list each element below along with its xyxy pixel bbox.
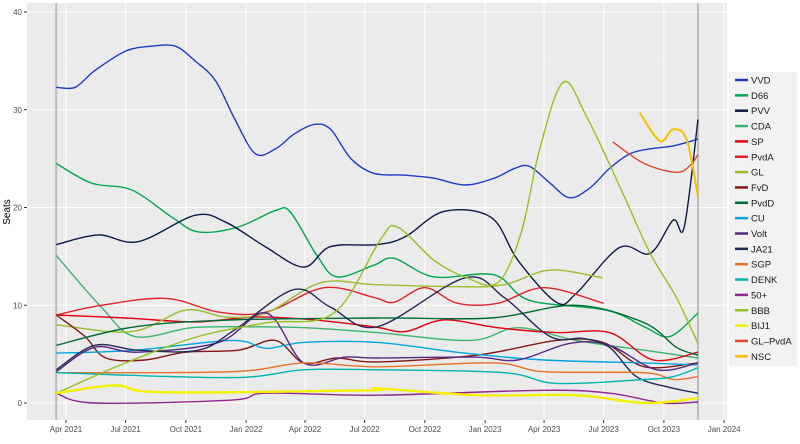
series-line-denk [56,367,699,385]
legend-label: PvdD [751,198,774,209]
x-tick-label: Oct 2022 [409,425,442,434]
y-tick-label: 40 [13,8,22,17]
y-tick-label: 20 [13,204,22,213]
legend-label: JA21 [751,244,773,255]
x-tick-label: Jan 2022 [230,425,263,434]
legend-label: GL [751,168,764,179]
legend-label: SGP [751,260,771,271]
y-axis: 0 10 20 30 40 [13,8,27,408]
legend-label: FvD [751,183,769,194]
x-tick-label: Apr 2023 [528,425,561,434]
series-line-gl [56,269,604,333]
legend-label: DENK [751,275,778,286]
legend-label: GL–PvdA [751,336,792,347]
x-tick-label: Apr 2021 [50,425,83,434]
legend-label: PvdA [751,152,774,163]
x-tick-label: Oct 2021 [170,425,203,434]
series-lines [55,44,699,405]
y-tick-label: 10 [13,301,22,310]
series-line-pvda [56,286,604,316]
legend-label: CDA [751,122,772,133]
y-tick-label: 30 [13,106,22,115]
legend-label: CU [751,214,765,225]
legend-label: NSC [751,352,771,363]
legend: VVD D66 PVV CDA SP PvdA GL FvD PvdD CU Volt JA21 SGP… [729,72,797,366]
y-axis-label: Seats [2,199,13,225]
legend-label: 50+ [751,290,768,301]
series-line-vvd [56,44,699,199]
x-tick-label: Jul 2021 [110,425,141,434]
series-line-bij1 [56,384,699,405]
series-line-cu [56,339,699,366]
series-line-sgp [56,362,699,381]
legend-label: SP [751,137,764,148]
y-tick-label: 0 [18,399,23,408]
legend-label: BIJ1 [751,321,770,332]
legend-label: BBB [751,306,770,317]
x-tick-label: Oct 2023 [648,425,681,434]
series-line-nsc [638,112,699,197]
x-tick-label: Jan 2024 [708,425,741,434]
x-tick-label: Jul 2022 [349,425,380,434]
x-tick-label: Apr 2022 [289,425,322,434]
legend-label: D66 [751,91,768,102]
series-line-ja21 [55,276,699,394]
x-tick-label: Jan 2023 [469,425,502,434]
series-line-pvdd [56,304,699,356]
series-line-bbb [55,80,699,394]
legend-label: PVV [751,106,771,117]
election-lines [55,3,699,420]
x-tick-label: Jul 2023 [589,425,620,434]
legend-label: Volt [751,229,767,240]
legend-label: VVD [751,76,771,87]
series-line-50- [55,389,699,405]
x-axis: Apr 2021 Jul 2021 Oct 2021 Jan 2022 Apr 2022… [50,420,741,434]
series-line-gl-pvda [612,141,699,174]
